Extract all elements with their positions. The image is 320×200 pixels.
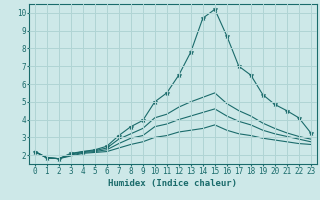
X-axis label: Humidex (Indice chaleur): Humidex (Indice chaleur)	[108, 179, 237, 188]
